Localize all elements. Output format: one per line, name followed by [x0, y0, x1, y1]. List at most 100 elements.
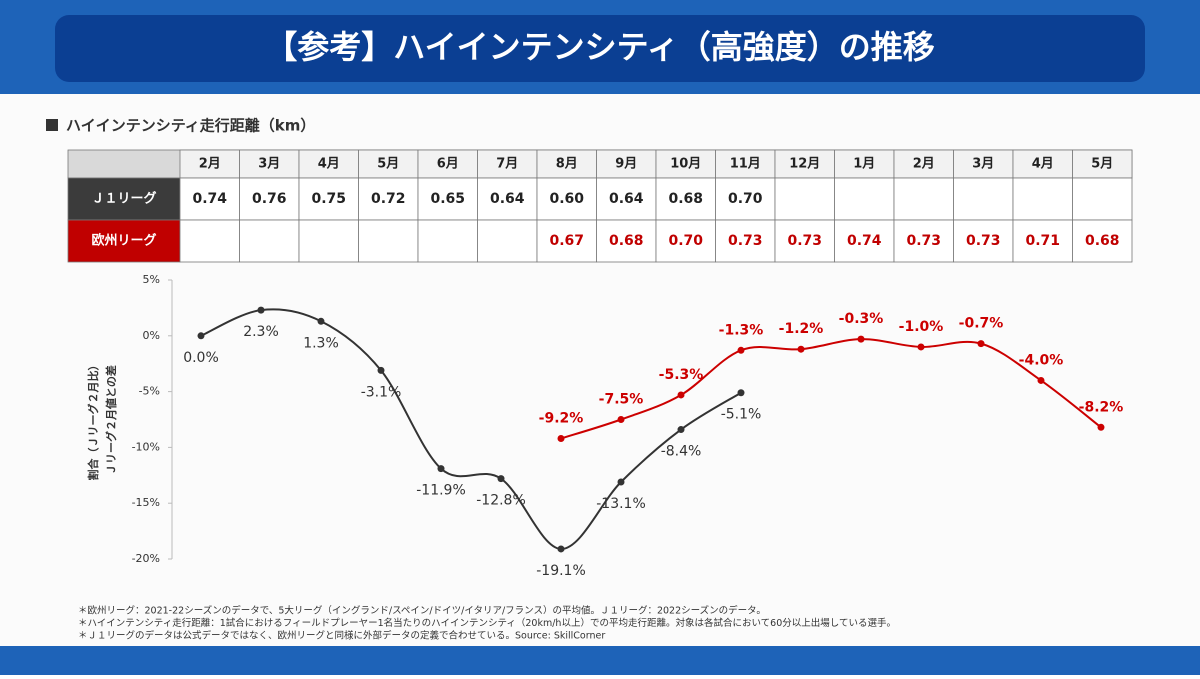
footnote: ＊Ｊ１リーグのデータは公式データではなく、欧州リーグと同様に外部データの定義で合…: [78, 630, 605, 642]
cell-value: 0.60: [549, 191, 584, 207]
cell: [417, 177, 478, 221]
cell: [1072, 177, 1133, 221]
header-cell: [1012, 149, 1073, 179]
cell-value: 0.64: [609, 191, 644, 207]
data-label: -5.3%: [659, 367, 704, 383]
data-point: [917, 343, 925, 351]
cell-value: 0.73: [728, 233, 763, 249]
data-point: [857, 335, 865, 343]
column-header: 12月: [789, 157, 820, 172]
cell-value: 0.75: [311, 191, 346, 207]
data-label: -8.2%: [1079, 399, 1124, 415]
cell: [179, 177, 240, 221]
data-label: -9.2%: [539, 410, 584, 426]
data-label: -4.0%: [1019, 352, 1064, 368]
cell: [893, 177, 954, 221]
data-label: -3.1%: [361, 384, 402, 400]
cell: [417, 219, 478, 263]
column-header: 4月: [1032, 157, 1054, 172]
cell: [1072, 219, 1133, 263]
header-cell: [596, 149, 657, 179]
data-point: [677, 391, 685, 399]
cell: [239, 219, 300, 263]
column-header: 6月: [437, 157, 459, 172]
column-header: 10月: [670, 157, 701, 172]
section-label: ハイインテンシティ走行距離（km）: [66, 117, 315, 135]
data-point: [617, 416, 625, 423]
cell-value: 0.74: [192, 191, 227, 207]
data-label: -1.0%: [899, 319, 944, 335]
data-label: -13.1%: [596, 496, 646, 512]
cell-value: 0.70: [728, 191, 763, 207]
column-header: 1月: [853, 157, 875, 172]
cell-value: 0.73: [906, 233, 941, 249]
footnotes: ＊欧州リーグ：2021-22シーズンのデータで、5大リーグ（イングランド/スペイ…: [78, 605, 896, 642]
header-cell: [893, 149, 954, 179]
data-label: 2.3%: [243, 324, 279, 340]
cell: [298, 219, 359, 263]
y-tick-label: -10%: [132, 440, 160, 453]
data-point: [557, 434, 565, 442]
data-point: [677, 426, 685, 434]
footnote: ＊ハイインテンシティ走行距離：1試合におけるフィールドプレーヤー1名当たりのハイ…: [78, 617, 896, 629]
header-cell: [536, 149, 597, 179]
data-point: [197, 332, 205, 340]
cell: [655, 219, 716, 263]
cell: [834, 177, 895, 221]
header-cell: [477, 149, 538, 179]
cell-value: 0.68: [668, 191, 703, 207]
data-point: [737, 389, 745, 397]
chart: 5% 0% -5% -10% -15% -20% 割合（Ｊリーグ２月比） Ｊリーグ２月値との差…: [86, 273, 1123, 579]
column-header: 3月: [258, 157, 280, 172]
footer-band: [0, 646, 1200, 675]
y-tick-label: -20%: [132, 552, 160, 565]
data-label: 1.3%: [303, 335, 339, 351]
footnote: ＊欧州リーグ：2021-22シーズンのデータで、5大リーグ（イングランド/スペイ…: [78, 605, 766, 617]
y-tick-label: -5%: [139, 385, 160, 398]
column-header: 4月: [318, 157, 340, 172]
data-point: [317, 317, 325, 325]
y-tick-label: -15%: [132, 496, 160, 509]
cell-value: 0.72: [371, 191, 406, 207]
row-label-cell: [67, 219, 181, 263]
cell-value: 0.70: [668, 233, 703, 249]
data-point: [1037, 376, 1045, 384]
data-label: -0.3%: [839, 311, 884, 327]
data-label: -1.2%: [779, 321, 824, 337]
cell-value: 0.68: [609, 233, 644, 249]
cell-value: 0.64: [490, 191, 525, 207]
cell-value: 0.65: [430, 191, 465, 207]
data-label: 0.0%: [183, 350, 219, 366]
row-label: Ｊ１リーグ: [91, 191, 156, 207]
header-cell: [655, 149, 716, 179]
data-label: -8.4%: [661, 444, 702, 460]
cell-value: 0.67: [549, 233, 584, 249]
data-point: [617, 478, 625, 486]
data-point: [257, 306, 265, 314]
column-header: 9月: [615, 157, 637, 172]
cell: [536, 177, 597, 221]
data-point: [977, 340, 985, 348]
cell: [179, 219, 240, 263]
column-header: 8月: [556, 157, 578, 172]
cell: [953, 177, 1014, 221]
data-label: -19.1%: [536, 563, 586, 579]
data-point: [1097, 423, 1105, 431]
cell-value: 0.68: [1085, 233, 1120, 249]
cell: [715, 219, 776, 263]
y-tick-label: 5%: [143, 273, 160, 286]
data-point: [557, 545, 565, 553]
cell: [834, 219, 895, 263]
column-header: 11月: [730, 157, 761, 172]
column-header: 3月: [972, 157, 994, 172]
data-point: [497, 475, 505, 483]
cell: [358, 219, 419, 263]
cell: [774, 219, 835, 263]
title-bar: [55, 15, 1145, 82]
cell: [358, 177, 419, 221]
section-bullet: [46, 119, 58, 131]
series-line: [200, 308, 742, 550]
cell: [715, 177, 776, 221]
